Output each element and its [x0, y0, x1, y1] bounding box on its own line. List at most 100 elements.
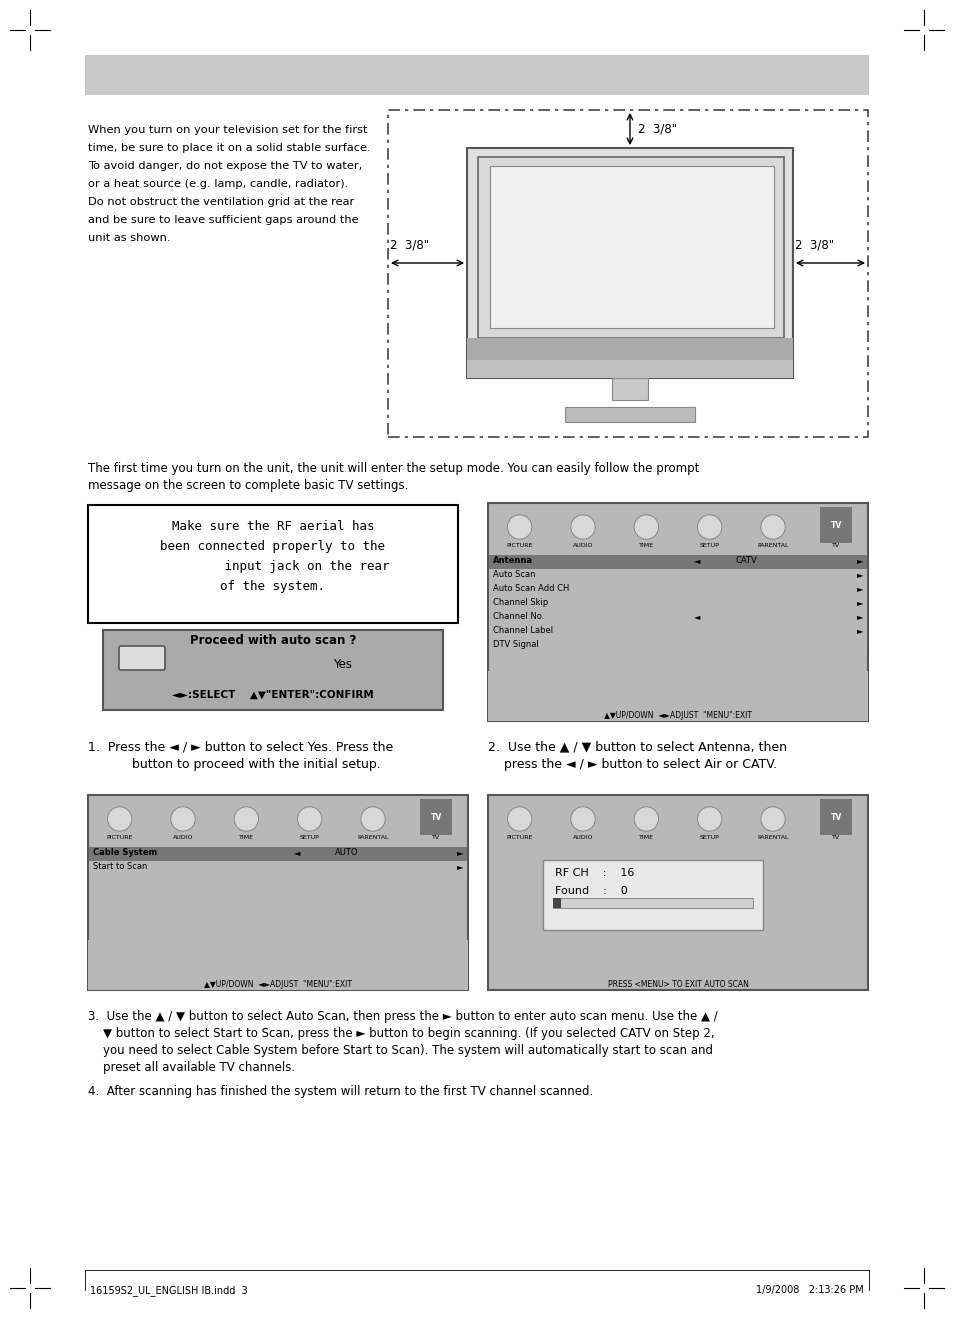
Text: Channel No.: Channel No. [493, 612, 544, 621]
Text: button to proceed with the initial setup.: button to proceed with the initial setup… [88, 758, 380, 771]
Text: 2.  Use the ▲ / ▼ button to select Antenna, then: 2. Use the ▲ / ▼ button to select Antenn… [488, 739, 786, 753]
Circle shape [507, 515, 531, 539]
Bar [103, 630, 442, 710]
Text: PARENTAL: PARENTAL [356, 836, 388, 840]
Bar [820, 799, 851, 836]
Text: 16159S2_UL_ENGLISH IB.indd  3: 16159S2_UL_ENGLISH IB.indd 3 [90, 1285, 248, 1296]
Circle shape [360, 807, 385, 832]
Text: ►: ► [856, 612, 862, 621]
Circle shape [508, 808, 530, 830]
Circle shape [235, 808, 257, 830]
Text: Auto Scan: Auto Scan [493, 569, 535, 579]
Text: Proceed with auto scan ?: Proceed with auto scan ? [190, 634, 355, 647]
Bar [553, 898, 560, 908]
Text: Found    :    0: Found : 0 [555, 886, 627, 896]
Bar [489, 569, 866, 583]
Bar [488, 503, 867, 721]
Circle shape [297, 807, 321, 832]
Text: TV: TV [831, 543, 840, 548]
Bar [89, 861, 467, 875]
Circle shape [298, 808, 320, 830]
Text: ►: ► [856, 626, 862, 635]
Circle shape [761, 517, 783, 538]
Text: PRESS <MENU> TO EXIT AUTO SCAN: PRESS <MENU> TO EXIT AUTO SCAN [607, 981, 748, 988]
Text: No: No [134, 658, 150, 668]
Text: message on the screen to complete basic TV settings.: message on the screen to complete basic … [88, 478, 408, 492]
Circle shape [634, 807, 658, 832]
Text: ▲▼UP/DOWN  ◄►ADJUST  "MENU":EXIT: ▲▼UP/DOWN ◄►ADJUST "MENU":EXIT [603, 710, 751, 720]
Text: press the ◄ / ► button to select Air or CATV.: press the ◄ / ► button to select Air or … [488, 758, 777, 771]
Circle shape [635, 808, 657, 830]
Text: Yes: Yes [334, 658, 352, 671]
Bar [489, 555, 866, 569]
Text: ►: ► [856, 598, 862, 608]
Bar [612, 378, 647, 399]
Circle shape [571, 515, 595, 539]
Circle shape [697, 807, 720, 832]
Text: PARENTAL: PARENTAL [757, 543, 788, 548]
Circle shape [760, 807, 784, 832]
Circle shape [507, 807, 531, 832]
Text: Do not obstruct the ventilation grid at the rear: Do not obstruct the ventilation grid at … [88, 196, 354, 207]
Text: Start to Scan: Start to Scan [92, 862, 147, 871]
Text: SETUP: SETUP [299, 836, 319, 840]
Text: 1/9/2008   2:13:26 PM: 1/9/2008 2:13:26 PM [756, 1285, 863, 1296]
Text: and be sure to leave sufficient gaps around the: and be sure to leave sufficient gaps aro… [88, 215, 358, 225]
Text: of the system.: of the system. [220, 580, 325, 593]
Circle shape [572, 808, 594, 830]
Text: Make sure the RF aerial has: Make sure the RF aerial has [172, 521, 374, 532]
Text: TV: TV [830, 812, 841, 821]
Bar [542, 861, 762, 931]
Text: RF CH    :    16: RF CH : 16 [555, 869, 634, 878]
Text: ►: ► [856, 584, 862, 593]
Text: input jack on the rear: input jack on the rear [156, 560, 389, 573]
Bar [488, 795, 867, 990]
Text: PICTURE: PICTURE [506, 543, 533, 548]
Bar [88, 505, 457, 623]
Bar [490, 166, 773, 328]
Text: CATV: CATV [735, 556, 757, 565]
Text: ►: ► [856, 569, 862, 579]
Text: ►: ► [456, 862, 462, 871]
Text: 2  3/8": 2 3/8" [390, 239, 429, 250]
Text: been connected properly to the: been connected properly to the [160, 540, 385, 554]
Text: To avoid danger, do not expose the TV to water,: To avoid danger, do not expose the TV to… [88, 161, 362, 171]
Circle shape [698, 808, 720, 830]
Circle shape [698, 517, 720, 538]
Text: ►: ► [456, 847, 462, 857]
FancyBboxPatch shape [119, 646, 165, 670]
Circle shape [108, 807, 132, 832]
Text: ◄►:SELECT    ▲▼"ENTER":CONFIRM: ◄►:SELECT ▲▼"ENTER":CONFIRM [172, 691, 374, 700]
Bar [477, 157, 783, 337]
Text: PICTURE: PICTURE [506, 836, 533, 840]
Text: ◄: ◄ [693, 556, 700, 565]
Text: TV: TV [432, 836, 440, 840]
Bar [89, 847, 467, 861]
Circle shape [634, 515, 658, 539]
Circle shape [171, 807, 194, 832]
Text: Antenna: Antenna [493, 556, 533, 565]
Text: Auto Scan Add CH: Auto Scan Add CH [493, 584, 569, 593]
Bar [553, 898, 752, 908]
Text: ▼ button to select Start to Scan, press the ► button to begin scanning. (If you : ▼ button to select Start to Scan, press … [88, 1027, 714, 1040]
Bar [467, 337, 792, 360]
Text: AUDIO: AUDIO [172, 836, 193, 840]
Bar [467, 360, 792, 378]
Text: unit as shown.: unit as shown. [88, 233, 171, 243]
Text: TV: TV [430, 812, 441, 821]
Bar [820, 507, 851, 543]
Text: ►: ► [856, 556, 862, 565]
Text: 3.  Use the ▲ / ▼ button to select Auto Scan, then press the ► button to enter a: 3. Use the ▲ / ▼ button to select Auto S… [88, 1010, 717, 1023]
Text: SETUP: SETUP [700, 543, 719, 548]
Bar [85, 55, 868, 95]
Text: 4.  After scanning has finished the system will return to the first TV channel s: 4. After scanning has finished the syste… [88, 1085, 593, 1098]
Circle shape [635, 517, 657, 538]
Bar [88, 940, 468, 990]
Circle shape [697, 515, 720, 539]
Text: PARENTAL: PARENTAL [757, 836, 788, 840]
Bar [489, 597, 866, 612]
Text: 1.  Press the ◄ / ► button to select Yes. Press the: 1. Press the ◄ / ► button to select Yes.… [88, 739, 393, 753]
Circle shape [760, 515, 784, 539]
Text: 2  3/8": 2 3/8" [794, 239, 833, 250]
Text: TV: TV [830, 521, 841, 530]
